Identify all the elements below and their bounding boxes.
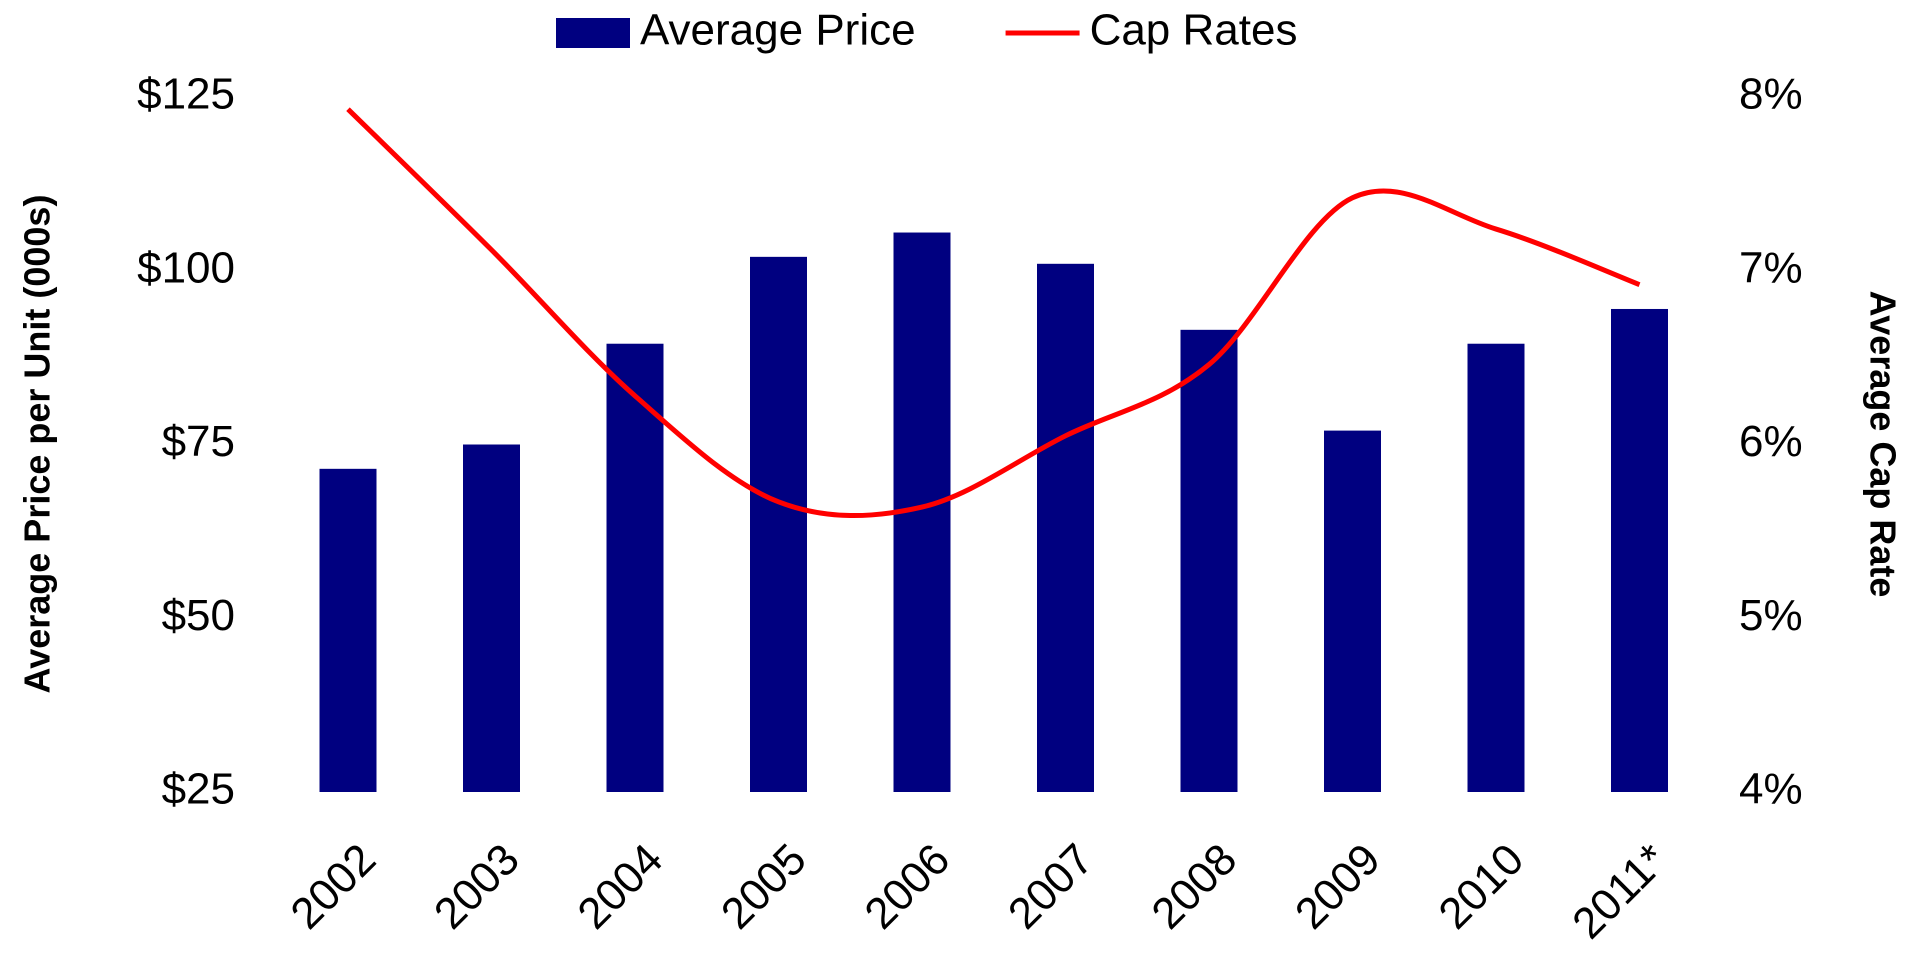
bar [750,256,807,793]
x-tick-label: 2008 [1142,835,1246,939]
bar [1180,329,1238,792]
bar [606,343,664,792]
y2-axis-title: Average Cap Rate [1862,291,1903,598]
y2-tick-label: 8% [1739,70,1803,119]
bar [1037,263,1094,792]
bar [1324,430,1381,792]
y-tick-label: $25 [162,765,235,814]
y-axis-title: Average Price per Unit (000s) [17,195,58,694]
x-tick-label: 2010 [1429,835,1533,939]
y2-tick-label: 5% [1739,591,1803,640]
legend-label: Cap Rates [1090,6,1298,55]
x-tick-label: 2005 [712,835,816,939]
line [346,107,1641,519]
y2-tick-label: 7% [1739,243,1803,292]
y-tick-label: $75 [162,417,235,466]
y-tick-label: $125 [137,70,235,119]
x-tick-label: 2004 [568,835,672,939]
y-tick-label: $100 [137,243,235,292]
y-tick-label: $50 [162,591,235,640]
legend-swatch [556,18,630,48]
y2-tick-label: 4% [1739,765,1803,814]
x-tick-label: 2007 [999,835,1103,939]
bar [1467,343,1525,792]
bar [319,468,377,792]
bar [1611,308,1668,792]
legend-label: Average Price [640,6,916,55]
x-tick-label: 2003 [425,835,529,939]
bar [463,444,520,792]
y2-tick-label: 6% [1739,417,1803,466]
x-tick-label: 2006 [855,835,959,939]
x-tick-label: 2011* [1563,835,1677,949]
x-tick-label: 2002 [281,835,385,939]
x-tick-label: 2009 [1286,835,1390,939]
